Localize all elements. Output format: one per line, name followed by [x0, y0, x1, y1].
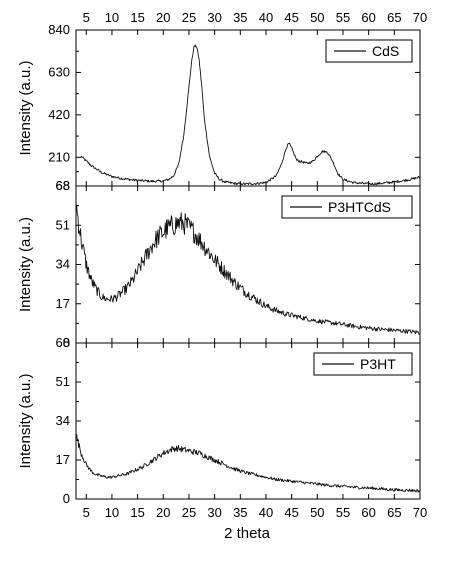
x-tick-label: 60 [361, 505, 375, 520]
legend-label: P3HT [360, 356, 396, 372]
x-tick-label-top: 30 [207, 10, 221, 25]
y-tick-label: 0 [63, 335, 70, 350]
y-tick-label: 68 [56, 178, 70, 193]
x-tick-label: 40 [259, 505, 273, 520]
legend-label: P3HTCdS [328, 199, 391, 215]
y-axis-title: Intensity (a.u.) [17, 373, 34, 468]
x-tick-label: 20 [156, 505, 170, 520]
x-tick-label: 5 [83, 505, 90, 520]
y-tick-label: 420 [48, 107, 70, 122]
x-tick-label-top: 5 [83, 10, 90, 25]
y-tick-label: 630 [48, 64, 70, 79]
legend-label: CdS [372, 43, 399, 59]
x-tick-label-top: 10 [105, 10, 119, 25]
y-tick-label: 34 [56, 413, 70, 428]
x-tick-label-top: 15 [130, 10, 144, 25]
y-tick-label: 0 [63, 491, 70, 506]
x-tick-label-top: 40 [259, 10, 273, 25]
x-tick-label-top: 25 [182, 10, 196, 25]
series-line-cds [80, 44, 421, 186]
x-tick-label-top: 60 [361, 10, 375, 25]
x-tick-label-top: 35 [233, 10, 247, 25]
y-tick-label: 840 [48, 22, 70, 37]
y-tick-label: 51 [56, 374, 70, 389]
x-tick-label: 65 [387, 505, 401, 520]
x-axis-title: 2 theta [224, 525, 271, 542]
y-axis-title: Intensity (a.u.) [17, 217, 34, 312]
series-line-p3htcds [75, 205, 421, 335]
legend-box [325, 39, 413, 63]
x-tick-label: 45 [284, 505, 298, 520]
panel-1: 68 210 420 630 840 Intensity (a.u.) CdS [17, 22, 421, 193]
x-tick-label-top: 70 [413, 10, 427, 25]
y-tick-label: 17 [56, 296, 70, 311]
x-tick-label: 25 [182, 505, 196, 520]
x-tick-label: 30 [207, 505, 221, 520]
x-tick-label-top: 55 [336, 10, 350, 25]
legend-box [281, 195, 413, 219]
series-line-p3ht [75, 434, 421, 493]
x-tick-label-top: 20 [156, 10, 170, 25]
y-tick-label: 17 [56, 452, 70, 467]
legend-box [313, 352, 413, 376]
y-tick-label: 51 [56, 217, 70, 232]
x-tick-label: 55 [336, 505, 350, 520]
x-tick-label: 50 [310, 505, 324, 520]
y-tick-label: 68 [56, 335, 70, 350]
y-tick-label: 68 [56, 178, 70, 193]
x-tick-label-top: 50 [310, 10, 324, 25]
y-tick-label: 34 [56, 257, 70, 272]
x-tick-label: 70 [413, 505, 427, 520]
x-tick-label-top: 65 [387, 10, 401, 25]
x-tick-label: 15 [130, 505, 144, 520]
x-tick-label: 35 [233, 505, 247, 520]
y-tick-label: 210 [48, 149, 70, 164]
panel-2: 0 17 34 51 68 Intensity (a.u.) P3HTCdS [17, 178, 421, 350]
x-tick-label: 10 [105, 505, 119, 520]
x-tick-label-top: 45 [284, 10, 298, 25]
y-axis-title: Intensity (a.u.) [17, 60, 34, 155]
panel-3: 0 17 34 51 68 Intensity (a.u.) P3HT [17, 335, 421, 506]
